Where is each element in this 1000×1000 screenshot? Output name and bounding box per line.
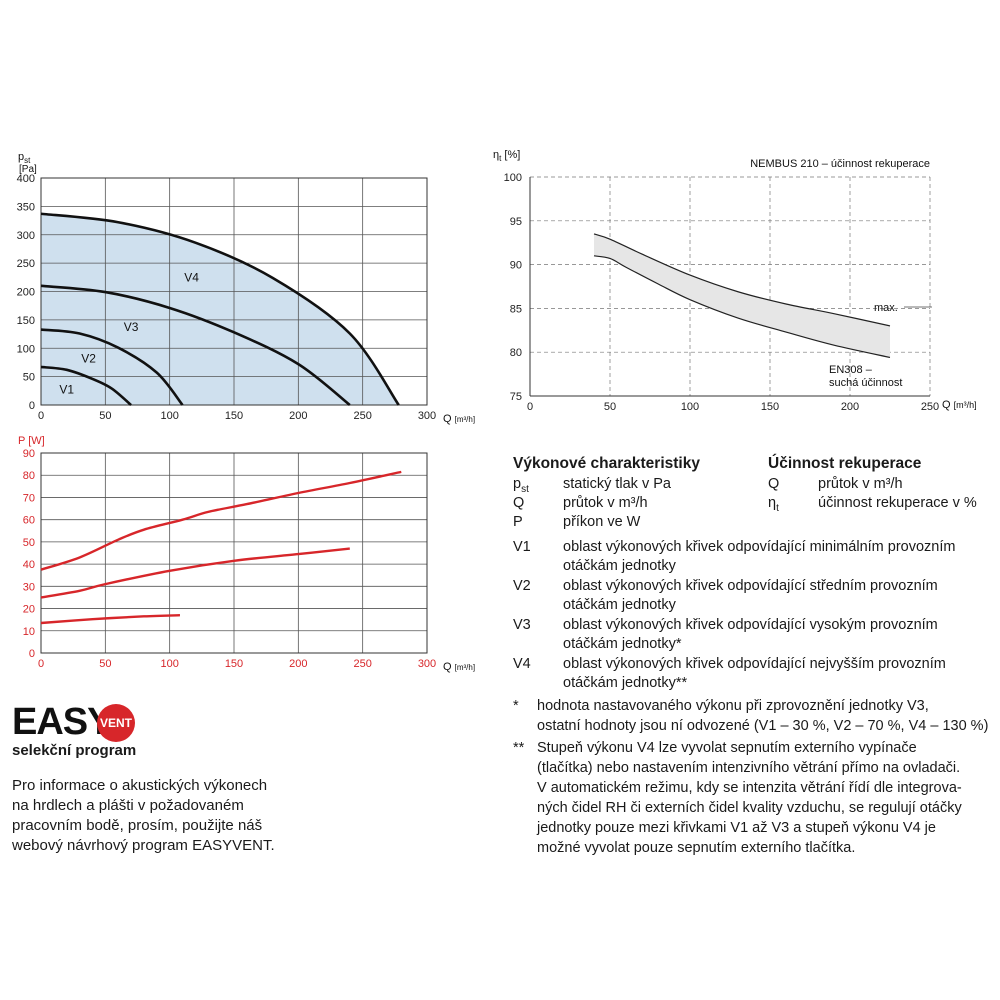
v-legend-symbol: V1 xyxy=(513,539,531,555)
series-label-v1: V1 xyxy=(59,383,74,397)
eff-legend-symbol: ηt xyxy=(768,495,779,514)
legend-eff-heading: Účinnost rekuperace xyxy=(768,454,921,474)
curve-v1 xyxy=(40,365,132,406)
v-legend-line2: otáčkám jednotky xyxy=(563,558,676,574)
info-line: na hrdlech a plášti v požadovaném xyxy=(12,797,244,814)
info-line: Pro informace o akustických výkonech xyxy=(12,777,268,794)
x-axis-label: Q [m³/h] xyxy=(443,413,475,425)
curve-v3 xyxy=(40,284,351,407)
v-legend-symbol: V4 xyxy=(513,656,531,672)
x-tick-label: 0 xyxy=(38,410,44,422)
y-tick-label: 300 xyxy=(17,230,35,242)
y-tick-label: 250 xyxy=(17,258,35,270)
logo-vent-badge: VENT xyxy=(97,704,135,742)
perf-legend-symbol: Q xyxy=(513,495,525,511)
logo-easy-text: EASY xyxy=(12,701,112,743)
y-tick-label: 100 xyxy=(17,343,35,355)
eff-legend-symbol-sub: t xyxy=(776,502,779,514)
v-legend-symbol: V2 xyxy=(513,578,531,594)
v-legend-line1: oblast výkonových křivek odpovídající vy… xyxy=(563,617,938,633)
info-line: pracovním bodě, prosím, použijte náš xyxy=(12,817,263,834)
footnote-mark: ** xyxy=(513,740,525,756)
info-line: webový návrhový program EASYVENT. xyxy=(12,837,275,854)
curve-v2 xyxy=(40,328,184,406)
x-tick-label: 200 xyxy=(289,410,307,422)
legend-perf-heading: Výkonové charakteristiky xyxy=(513,454,700,474)
y-tick-label: 200 xyxy=(17,287,35,299)
curve-v4 xyxy=(40,212,400,406)
footnote-line: (tlačítka) nebo nastavením intenzivního … xyxy=(537,760,961,776)
pressure-axes: 0 50 100 150 200 250 300 0 50 100 150 200 250 300 350 4… xyxy=(17,173,437,422)
perf-legend-description: statický tlak v Pa xyxy=(563,476,671,492)
eff-legend-symbol: Q xyxy=(768,476,780,492)
x-tick-label: 250 xyxy=(353,410,371,422)
perf-legend-description: průtok v m³/h xyxy=(563,495,648,511)
v-legend-line2: otáčkám jednotky** xyxy=(563,675,688,691)
footnote-line: ostatní hodnoty jsou ní odvozené (V1 – 3… xyxy=(537,718,989,734)
y-tick-label: 400 xyxy=(17,173,35,185)
logo-subtitle: selekční program xyxy=(12,742,137,759)
y-tick-label: 350 xyxy=(17,201,35,213)
y-tick-label: 50 xyxy=(23,372,35,384)
footnote-line: V automatickém režimu, kdy se intenzita … xyxy=(537,780,962,796)
perf-legend-description: příkon ve W xyxy=(563,514,641,530)
v-legend-line2: otáčkám jednotky xyxy=(563,597,676,613)
eff-legend-row: ηt účinnost rekuperace v % xyxy=(768,493,1000,514)
y-axis-unit: [Pa] xyxy=(19,164,37,175)
y-axis-label-sub: st xyxy=(24,156,31,165)
footnote-line: Stupeň výkonu V4 lze vyvolat sepnutím ex… xyxy=(537,740,917,756)
eff-legend-description: účinnost rekuperace v % xyxy=(818,495,977,511)
y-tick-label: 0 xyxy=(29,400,35,412)
footnote-line: ných čidel RH či externích čidel kvality… xyxy=(537,800,962,816)
info-paragraph: Pro informace o akustických výkonech na h… xyxy=(12,776,302,856)
series-label-v3: V3 xyxy=(124,320,139,334)
y-axis-label: pst xyxy=(18,151,31,165)
v-legend-line1: oblast výkonových křivek odpovídající st… xyxy=(563,578,938,594)
y-tick-label: 150 xyxy=(17,315,35,327)
series-label-v2: V2 xyxy=(81,351,96,365)
operating-area-fill xyxy=(41,213,399,405)
series-label-v4: V4 xyxy=(184,270,199,284)
perf-legend-symbol: pst xyxy=(513,476,529,495)
footnote-line: možné vyvolat pouze sepnutím externího t… xyxy=(537,840,856,856)
x-tick-label: 150 xyxy=(225,410,243,422)
perf-heading-text: Výkonové charakteristiky xyxy=(513,455,700,472)
v-legend-line1: oblast výkonových křivek odpovídající ne… xyxy=(563,656,946,672)
eff-legend-description: průtok v m³/h xyxy=(818,476,903,492)
v-legend-line1: oblast výkonových křivek odpovídající mi… xyxy=(563,539,956,555)
perf-legend-symbol-sub: st xyxy=(521,483,529,495)
perf-legend-row: pst statický tlak v Pa xyxy=(513,474,993,495)
perf-legend-symbol: P xyxy=(513,514,523,530)
footnote-mark: * xyxy=(513,698,519,714)
x-tick-label: 300 xyxy=(418,410,436,422)
footnote-line: hodnota nastavovaného výkonu při zprovoz… xyxy=(537,698,929,714)
x-axis-unit: [m³/h] xyxy=(455,415,475,424)
v-legend-symbol: V3 xyxy=(513,617,531,633)
x-tick-label: 50 xyxy=(99,410,111,422)
plot-frame xyxy=(40,177,428,406)
x-tick-label: 100 xyxy=(160,410,178,422)
eff-heading-text: Účinnost rekuperace xyxy=(768,455,922,472)
footnote-line: jednotky pouze mezi křivkami V1 až V3 a … xyxy=(537,820,936,836)
v-legend-line2: otáčkám jednotky* xyxy=(563,636,682,652)
